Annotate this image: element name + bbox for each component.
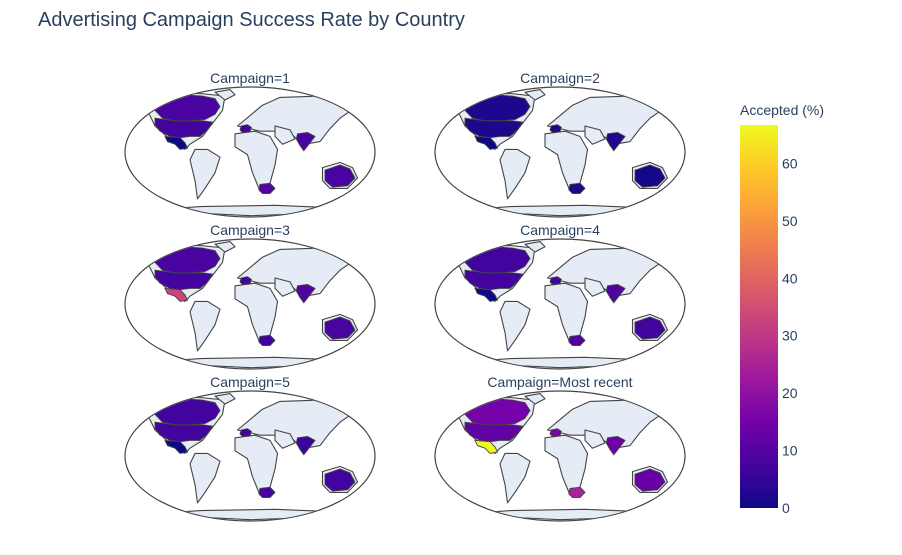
colorbar-title: Accepted (%)	[740, 102, 824, 118]
country-australia[interactable]: Australia: 7	[324, 468, 356, 492]
land-mass	[189, 452, 221, 504]
country-mexico[interactable]: Mexico: 33	[164, 287, 189, 302]
country-spain[interactable]: Spain: 7	[549, 276, 562, 285]
facet-map: Campaign=3USA: 7Canada: 8Mexico: 33Spain…	[124, 222, 376, 370]
country-canada[interactable]: Canada: 2	[464, 94, 531, 122]
country-mexico[interactable]: Mexico: 0	[474, 135, 499, 150]
country-australia[interactable]: Australia: 8	[324, 316, 356, 340]
country-mexico[interactable]: Mexico: 0	[164, 439, 189, 454]
land-mass	[499, 148, 531, 200]
colorbar-tick-label: 30	[782, 328, 798, 344]
colorbar-tick-label: 60	[782, 155, 798, 171]
country-australia[interactable]: Australia: 8	[324, 164, 356, 188]
facet-title: Campaign=1	[210, 70, 290, 86]
country-south-africa[interactable]: South Africa: 25	[568, 486, 586, 499]
country-mexico[interactable]: Mexico: 0	[474, 287, 499, 302]
country-south-africa[interactable]: South Africa: 10	[258, 182, 276, 195]
land-mass	[214, 241, 236, 253]
facet-map: Campaign=4USA: 7Canada: 7Mexico: 0Spain:…	[434, 222, 686, 370]
colorbar-gradient	[740, 125, 778, 508]
land-mass	[546, 95, 666, 145]
land-mass	[274, 125, 296, 145]
country-canada[interactable]: Canada: 8	[154, 94, 221, 122]
land-mass	[546, 399, 666, 449]
land-mass	[454, 508, 674, 521]
facet-map: Campaign=Most recentUSA: 12Canada: 15Mex…	[434, 374, 686, 522]
land-mass	[584, 125, 606, 145]
land-mass	[584, 429, 606, 449]
land-mass	[499, 300, 531, 352]
country-spain[interactable]: Spain: 16	[549, 428, 562, 437]
land-mass	[236, 247, 356, 297]
country-south-africa[interactable]: South Africa: 9	[568, 334, 586, 347]
facet-title: Campaign=Most recent	[487, 374, 632, 390]
land-mass	[189, 300, 221, 352]
land-mass	[189, 148, 221, 200]
land-mass	[214, 89, 236, 101]
facet-map: Campaign=1USA: 7Canada: 8Mexico: 0Spain:…	[124, 70, 376, 218]
country-india[interactable]: India: 9	[295, 284, 316, 304]
country-canada[interactable]: Canada: 8	[154, 246, 221, 274]
facet-map: Campaign=2USA: 2Canada: 2Mexico: 0Spain:…	[434, 70, 686, 218]
colorbar: Accepted (%) 0 10 20 30 40 50 60	[740, 102, 824, 516]
country-mexico[interactable]: Mexico: 0	[164, 135, 189, 150]
land-mass	[524, 89, 546, 101]
land-mass	[274, 277, 296, 297]
country-australia[interactable]: Australia: 1	[634, 164, 666, 188]
land-mass	[144, 508, 364, 521]
colorbar-tick-label: 0	[782, 500, 790, 516]
country-spain[interactable]: Spain: 2	[549, 124, 562, 133]
country-spain[interactable]: Spain: 7	[239, 428, 252, 437]
chart-title: Advertising Campaign Success Rate by Cou…	[38, 9, 465, 31]
country-india[interactable]: India: 9	[605, 284, 626, 304]
country-spain[interactable]: Spain: 7	[239, 276, 252, 285]
land-mass	[499, 452, 531, 504]
country-south-africa[interactable]: South Africa: 8	[258, 486, 276, 499]
country-south-africa[interactable]: South Africa: 2	[568, 182, 586, 195]
facet-title: Campaign=5	[210, 374, 290, 390]
country-canada[interactable]: Canada: 7	[154, 398, 221, 426]
land-mass	[274, 429, 296, 449]
country-india[interactable]: India: 14	[605, 436, 626, 456]
colorbar-tick-label: 40	[782, 270, 798, 286]
land-mass	[214, 393, 236, 405]
country-spain[interactable]: Spain: 7	[239, 124, 252, 133]
land-mass	[524, 393, 546, 405]
country-australia[interactable]: Australia: 13	[634, 468, 666, 492]
colorbar-tick-label: 20	[782, 385, 798, 401]
country-canada[interactable]: Canada: 7	[464, 246, 531, 274]
land-mass	[144, 204, 364, 217]
country-mexico[interactable]: Mexico: 66.7	[474, 439, 499, 454]
land-mass	[454, 356, 674, 369]
facet-grid: Campaign=1USA: 7Canada: 8Mexico: 0Spain:…	[124, 70, 686, 522]
country-india[interactable]: India: 3	[605, 132, 626, 152]
facet-title: Campaign=4	[520, 222, 600, 238]
land-mass	[454, 204, 674, 217]
land-mass	[584, 277, 606, 297]
land-mass	[236, 399, 356, 449]
land-mass	[524, 241, 546, 253]
land-mass	[144, 356, 364, 369]
country-india[interactable]: India: 6	[295, 436, 316, 456]
facet-map: Campaign=5USA: 7Canada: 7Mexico: 0Spain:…	[124, 374, 376, 522]
facet-title: Campaign=2	[520, 70, 600, 86]
country-south-africa[interactable]: South Africa: 7	[258, 334, 276, 347]
land-mass	[546, 247, 666, 297]
country-australia[interactable]: Australia: 7	[634, 316, 666, 340]
land-mass	[236, 95, 356, 145]
colorbar-tick-label: 50	[782, 213, 798, 229]
country-india[interactable]: India: 8	[295, 132, 316, 152]
country-canada[interactable]: Canada: 15	[464, 398, 531, 426]
colorbar-tick-label: 10	[782, 443, 798, 459]
facet-title: Campaign=3	[210, 222, 290, 238]
